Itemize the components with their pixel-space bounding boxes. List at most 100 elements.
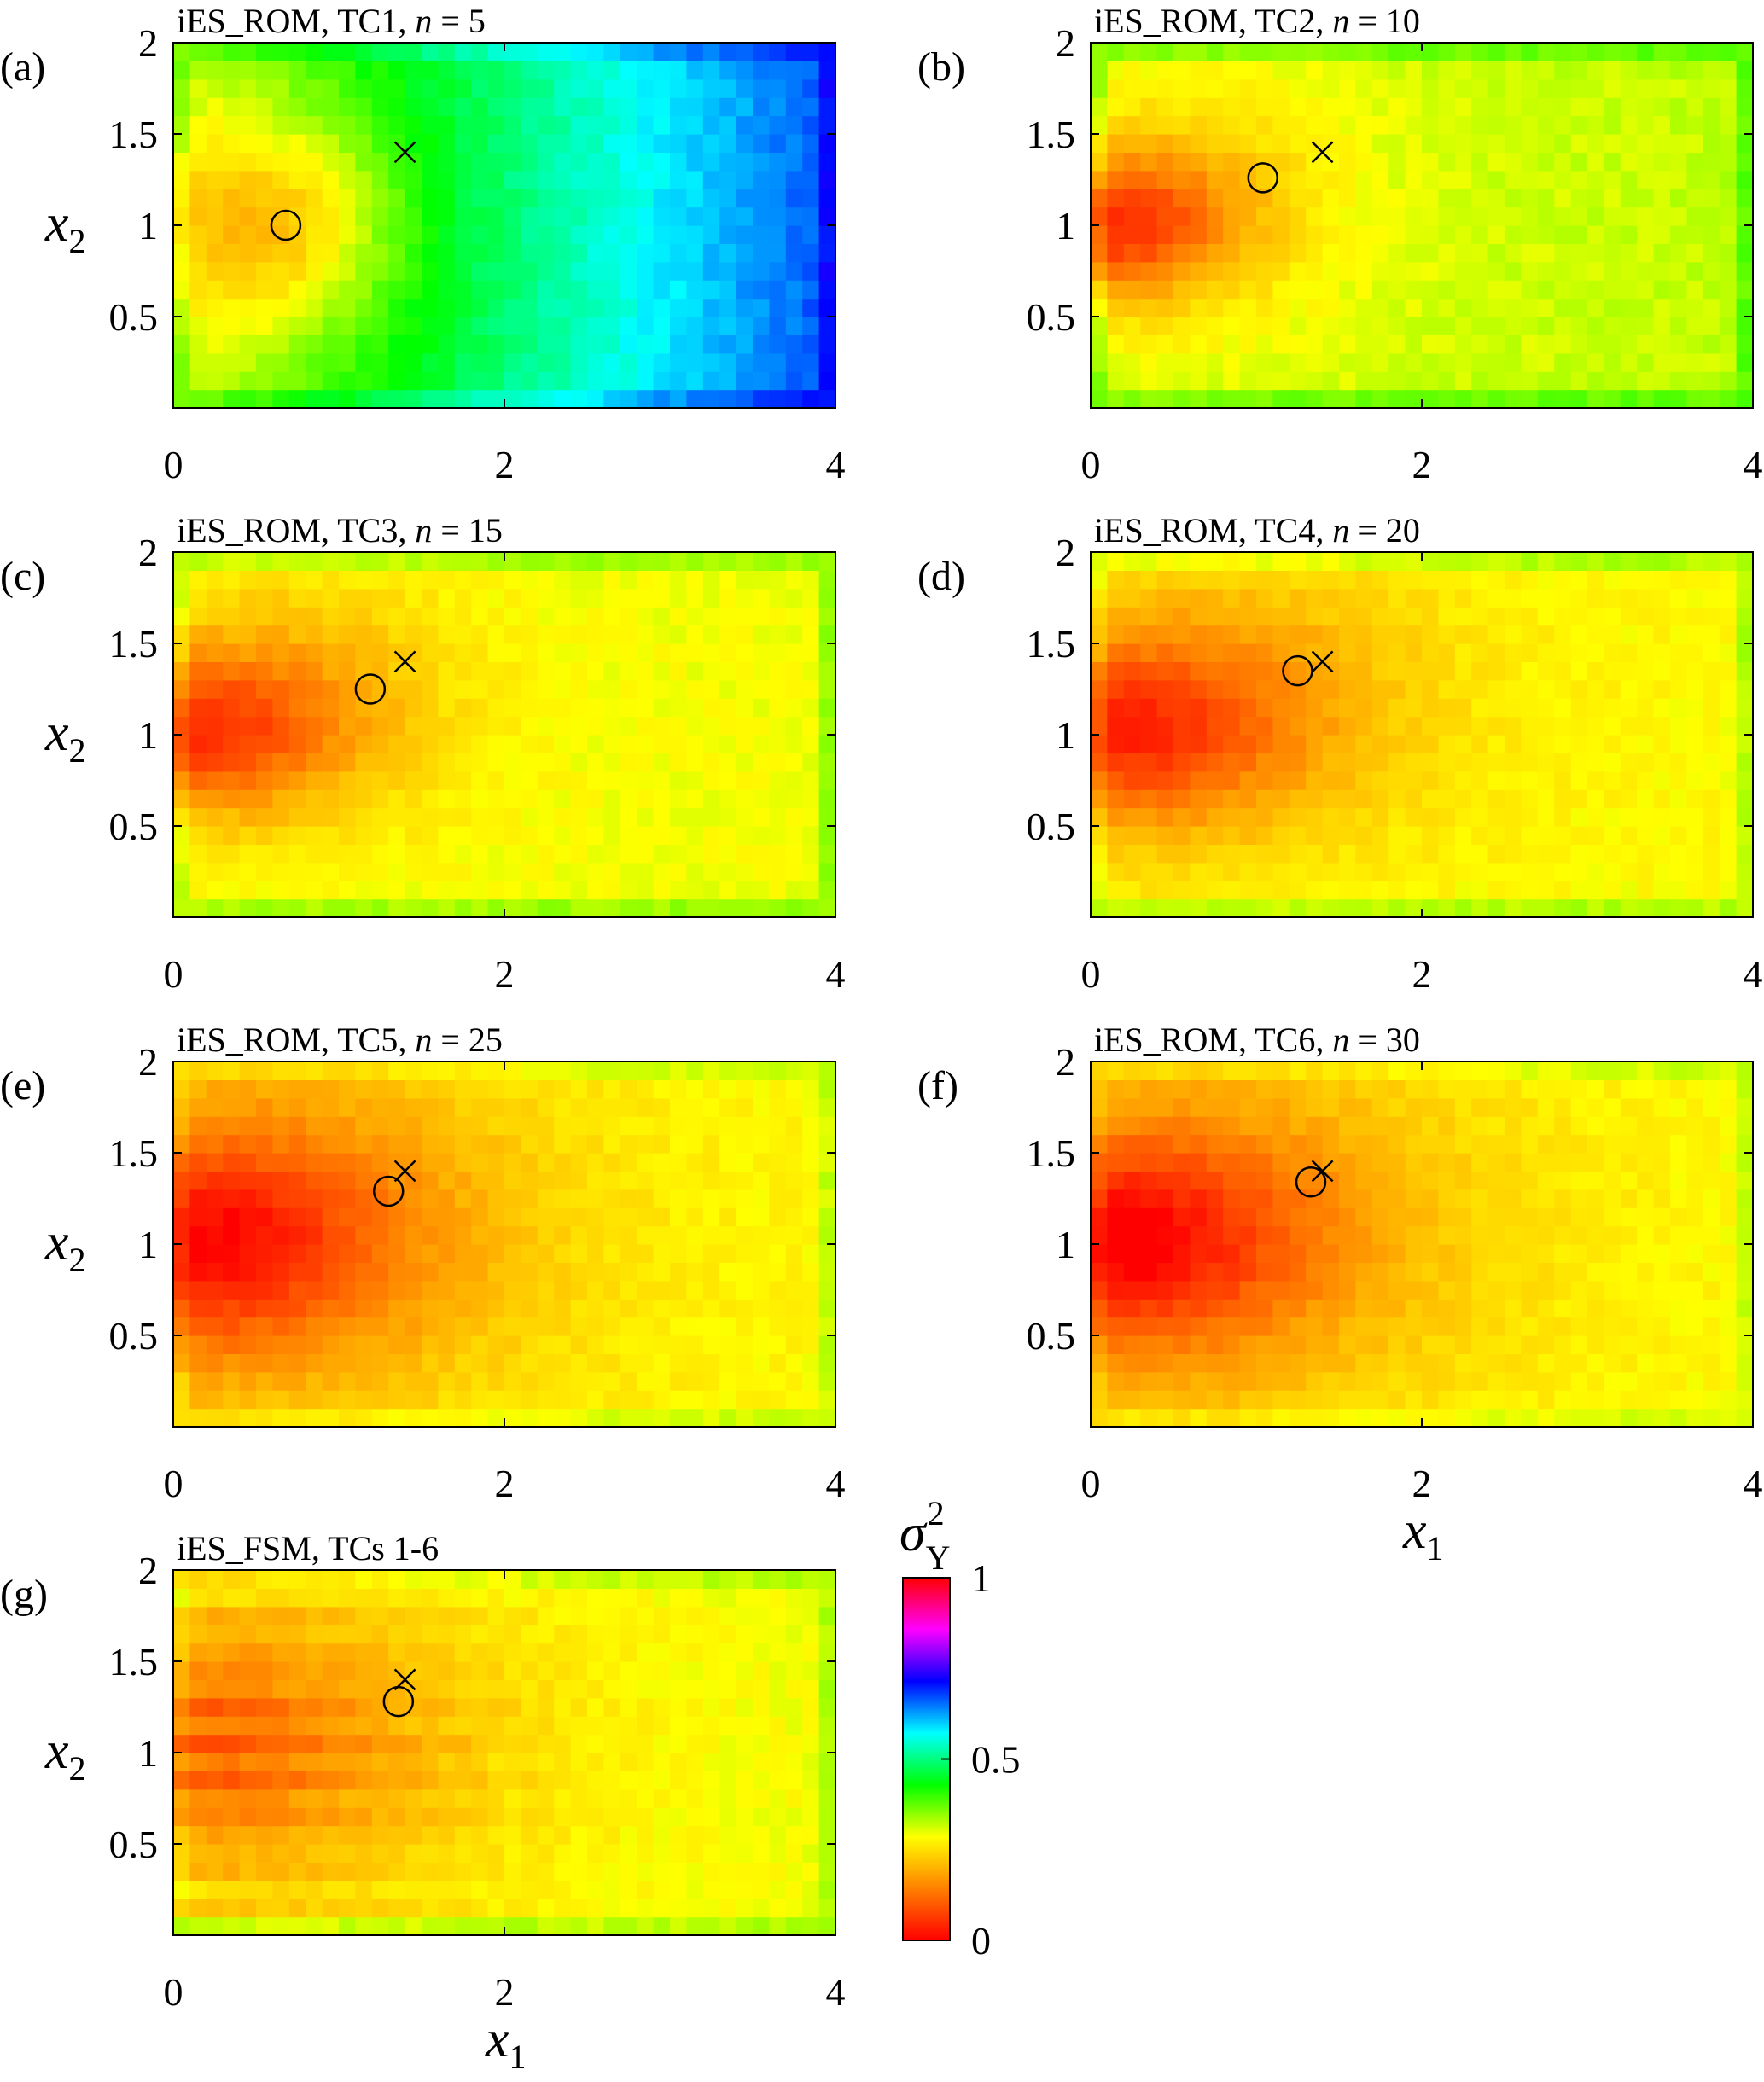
- heatmap-cell: [504, 570, 521, 590]
- heatmap-cell: [1487, 1371, 1505, 1391]
- heatmap-cell: [322, 679, 340, 699]
- heatmap-cell: [1256, 1061, 1273, 1080]
- heatmap-cell: [1720, 1079, 1738, 1099]
- heatmap-cell: [1653, 261, 1671, 281]
- heatmap-cell: [1091, 189, 1108, 208]
- heatmap-cell: [288, 807, 306, 827]
- heatmap-cell: [587, 679, 604, 699]
- heatmap-cell: [1471, 298, 1489, 317]
- heatmap-cell: [206, 61, 224, 80]
- heatmap-cell: [1670, 334, 1687, 354]
- heatmap-cell: [686, 643, 704, 662]
- heatmap-cell: [487, 807, 505, 827]
- heatmap-cell: [1670, 1262, 1687, 1282]
- heatmap-cell: [1422, 588, 1439, 608]
- heatmap-cell: [603, 1225, 621, 1245]
- heatmap-cell: [438, 844, 456, 864]
- heatmap-cell: [272, 298, 290, 317]
- heatmap-cell: [1604, 679, 1621, 699]
- heatmap-cell: [189, 280, 207, 300]
- heatmap-cell: [1703, 807, 1720, 827]
- heatmap-cell: [1123, 334, 1141, 354]
- heatmap-cell: [288, 899, 306, 918]
- heatmap-cell: [173, 844, 190, 864]
- heatmap-cell: [1223, 206, 1241, 226]
- heatmap-cell: [1670, 61, 1687, 80]
- heatmap-cell: [272, 152, 290, 172]
- heatmap-cell: [1091, 716, 1108, 736]
- heatmap-cell: [256, 643, 273, 662]
- heatmap-cell: [1355, 352, 1373, 372]
- heatmap-cell: [1686, 225, 1704, 244]
- heatmap-cell: [1686, 1299, 1704, 1318]
- heatmap-cell: [1471, 716, 1489, 736]
- heatmap-cell: [1123, 844, 1141, 864]
- heatmap-cell: [487, 789, 505, 809]
- heatmap-cell: [239, 170, 257, 189]
- heatmap-cell: [405, 588, 422, 608]
- heatmap-cell: [1521, 1299, 1539, 1318]
- heatmap-cell: [1371, 588, 1389, 608]
- heatmap-cell: [1637, 1061, 1655, 1080]
- heatmap-cell: [1736, 61, 1754, 80]
- heatmap-cell: [339, 134, 356, 153]
- heatmap-cell: [1239, 1116, 1257, 1136]
- heatmap-cell: [537, 807, 555, 827]
- heatmap-cell: [1123, 225, 1141, 244]
- heatmap-cell: [686, 280, 704, 300]
- heatmap-cell: [1620, 1153, 1638, 1172]
- heatmap-cell: [1173, 807, 1191, 827]
- heatmap-cell: [1521, 243, 1539, 263]
- heatmap-cell: [1339, 1280, 1356, 1300]
- heatmap-cell: [521, 862, 539, 881]
- heatmap-cell: [570, 1262, 588, 1282]
- heatmap-cell: [371, 1189, 389, 1208]
- heatmap-cell: [1405, 61, 1423, 80]
- heatmap-cell: [570, 1153, 588, 1172]
- heatmap-cell: [554, 1335, 572, 1354]
- heatmap-cell: [1720, 1189, 1738, 1208]
- heatmap-cell: [422, 1116, 439, 1136]
- heatmap-cell: [1620, 1207, 1638, 1227]
- heatmap-cell: [587, 862, 604, 881]
- heatmap-cell: [537, 243, 555, 263]
- heatmap-cell: [554, 881, 572, 900]
- heatmap-cell: [1223, 97, 1241, 117]
- heatmap-cell: [736, 334, 754, 354]
- heatmap-cell: [173, 152, 190, 172]
- heatmap-cell: [306, 1317, 323, 1336]
- heatmap-cell: [256, 1390, 273, 1410]
- heatmap-cell: [521, 1134, 539, 1154]
- heatmap-cell: [371, 643, 389, 662]
- heatmap-cell: [1388, 1371, 1406, 1391]
- heatmap-cell: [1505, 243, 1522, 263]
- heatmap-cell: [371, 1280, 389, 1300]
- heatmap-cell: [206, 115, 224, 135]
- heatmap-cell: [1123, 771, 1141, 790]
- heatmap-cell: [1736, 1299, 1754, 1318]
- heatmap-cell: [1422, 1097, 1439, 1117]
- heatmap-cell: [1570, 97, 1588, 117]
- heatmap-cell: [686, 389, 704, 409]
- heatmap-cell: [1454, 570, 1472, 590]
- heatmap-cell: [1156, 371, 1174, 391]
- heatmap-cell: [1422, 789, 1439, 809]
- heatmap-cell: [355, 261, 373, 281]
- heatmap-cell: [1703, 280, 1720, 300]
- heatmap-cell: [818, 115, 836, 135]
- heatmap-cell: [736, 1079, 754, 1099]
- heatmap-cell: [570, 1207, 588, 1227]
- heatmap-cell: [818, 298, 836, 317]
- heatmap-cell: [1405, 1299, 1423, 1318]
- heatmap-cell: [272, 371, 290, 391]
- heatmap-cell: [587, 735, 604, 753]
- heatmap-cell: [487, 771, 505, 790]
- heatmap-cell: [686, 1225, 704, 1245]
- heatmap-cell: [587, 97, 604, 117]
- heatmap-cell: [1570, 698, 1588, 718]
- heatmap-cell: [1156, 679, 1174, 699]
- heatmap-cell: [1289, 317, 1307, 335]
- heatmap-cell: [1322, 115, 1340, 135]
- heatmap-cell: [1156, 1134, 1174, 1154]
- heatmap-cell: [769, 607, 787, 626]
